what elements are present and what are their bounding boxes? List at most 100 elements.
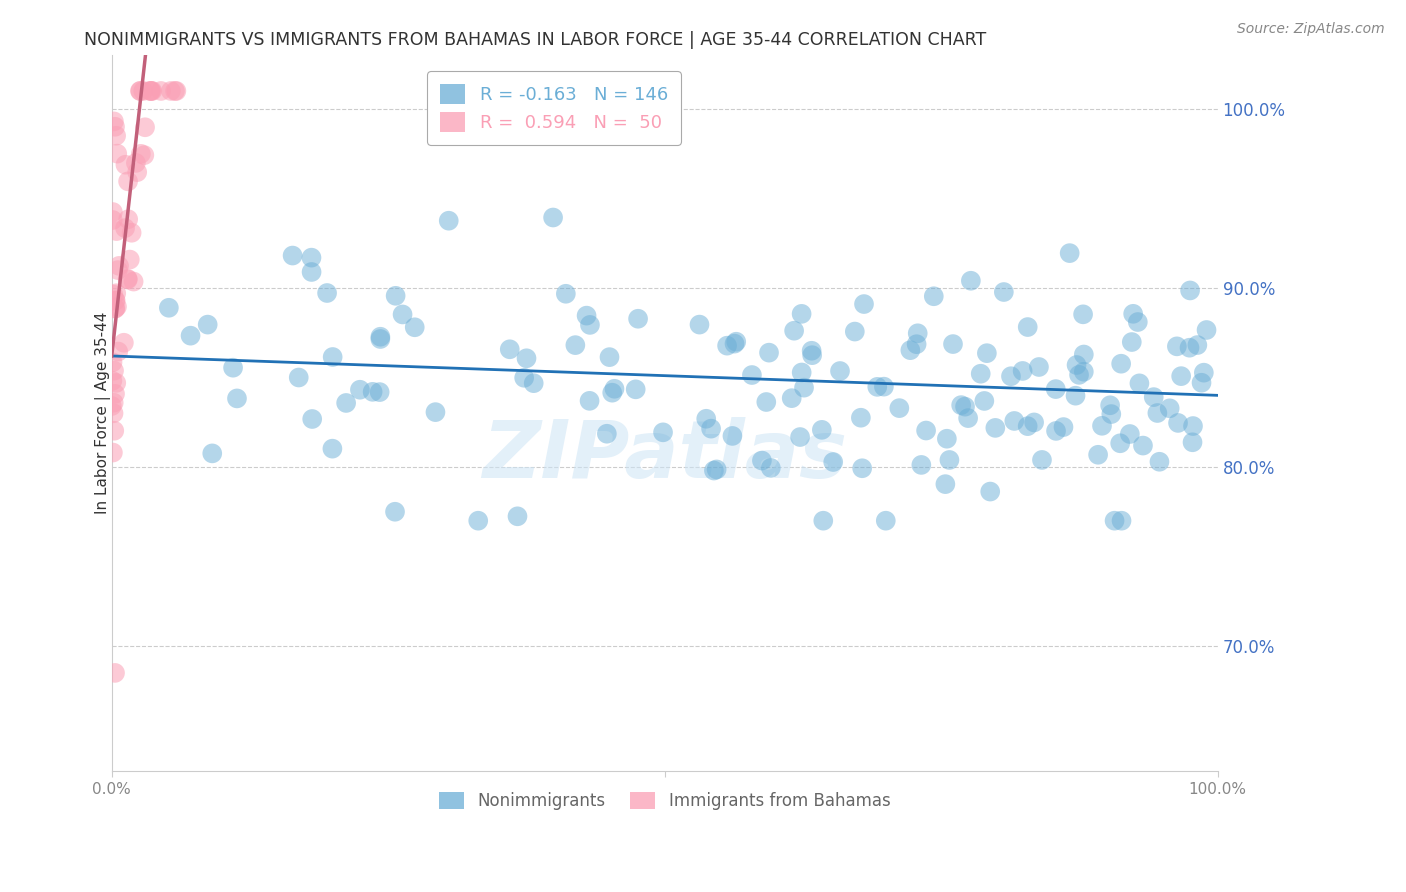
Point: [104, 665, 127, 680]
Point: [849, 410, 872, 425]
Point: [844, 325, 866, 339]
Point: [499, 343, 522, 357]
Point: [335, 396, 357, 410]
Legend: Nonimmigrants, Immigrants from Bahamas: Nonimmigrants, Immigrants from Bahamas: [432, 785, 897, 817]
Point: [942, 337, 965, 351]
Point: [1195, 323, 1218, 337]
Point: [1067, 368, 1090, 382]
Point: [321, 442, 343, 456]
Point: [384, 505, 406, 519]
Point: [905, 337, 928, 351]
Point: [1181, 435, 1204, 450]
Point: [1045, 424, 1067, 438]
Point: [689, 318, 711, 332]
Point: [751, 453, 773, 467]
Point: [391, 308, 413, 322]
Point: [915, 424, 938, 438]
Point: [180, 328, 202, 343]
Point: [970, 367, 993, 381]
Point: [627, 311, 650, 326]
Point: [554, 286, 576, 301]
Point: [104, 293, 127, 308]
Point: [1178, 284, 1201, 298]
Point: [129, 84, 152, 98]
Point: [101, 355, 124, 369]
Point: [117, 174, 139, 188]
Point: [1052, 420, 1074, 434]
Point: [1119, 427, 1142, 442]
Point: [107, 344, 129, 359]
Point: [652, 425, 675, 440]
Point: [898, 343, 921, 358]
Point: [1000, 369, 1022, 384]
Point: [134, 148, 156, 162]
Point: [1045, 382, 1067, 396]
Point: [907, 326, 929, 341]
Point: [515, 351, 537, 366]
Point: [322, 350, 344, 364]
Point: [1073, 347, 1095, 361]
Point: [467, 514, 489, 528]
Point: [564, 338, 586, 352]
Point: [1002, 414, 1025, 428]
Point: [934, 477, 956, 491]
Point: [1132, 439, 1154, 453]
Point: [600, 385, 623, 400]
Point: [1099, 398, 1122, 412]
Point: [873, 379, 896, 393]
Point: [121, 226, 143, 240]
Point: [163, 84, 186, 98]
Point: [117, 272, 139, 286]
Point: [160, 84, 183, 98]
Point: [197, 318, 219, 332]
Point: [316, 285, 339, 300]
Text: ZIPatlas: ZIPatlas: [482, 417, 848, 495]
Point: [506, 509, 529, 524]
Point: [706, 462, 728, 476]
Point: [598, 350, 620, 364]
Point: [578, 393, 600, 408]
Text: NONIMMIGRANTS VS IMMIGRANTS FROM BAHAMAS IN LABOR FORCE | AGE 35-44 CORRELATION : NONIMMIGRANTS VS IMMIGRANTS FROM BAHAMAS…: [84, 31, 987, 49]
Point: [132, 84, 155, 98]
Point: [103, 395, 125, 409]
Point: [853, 297, 876, 311]
Point: [957, 411, 980, 425]
Point: [1066, 358, 1088, 372]
Point: [201, 446, 224, 460]
Point: [811, 423, 834, 437]
Point: [575, 309, 598, 323]
Point: [104, 301, 127, 316]
Point: [112, 335, 135, 350]
Point: [695, 411, 717, 425]
Point: [1017, 419, 1039, 434]
Point: [349, 383, 371, 397]
Point: [1122, 307, 1144, 321]
Point: [953, 400, 976, 414]
Point: [101, 374, 124, 388]
Point: [101, 399, 124, 413]
Point: [125, 156, 148, 170]
Point: [513, 371, 536, 385]
Point: [103, 114, 125, 128]
Point: [624, 382, 647, 396]
Point: [1022, 416, 1045, 430]
Point: [1159, 401, 1181, 416]
Point: [104, 120, 127, 134]
Point: [301, 265, 323, 279]
Point: [741, 368, 763, 382]
Point: [104, 293, 127, 308]
Point: [703, 464, 725, 478]
Point: [404, 320, 426, 334]
Point: [157, 301, 180, 315]
Point: [866, 380, 889, 394]
Point: [1166, 339, 1188, 353]
Point: [700, 422, 723, 436]
Point: [118, 252, 141, 267]
Point: [759, 461, 782, 475]
Point: [1028, 359, 1050, 374]
Point: [1071, 307, 1094, 321]
Point: [129, 84, 152, 98]
Point: [105, 286, 128, 301]
Point: [425, 405, 447, 419]
Point: [1191, 376, 1213, 390]
